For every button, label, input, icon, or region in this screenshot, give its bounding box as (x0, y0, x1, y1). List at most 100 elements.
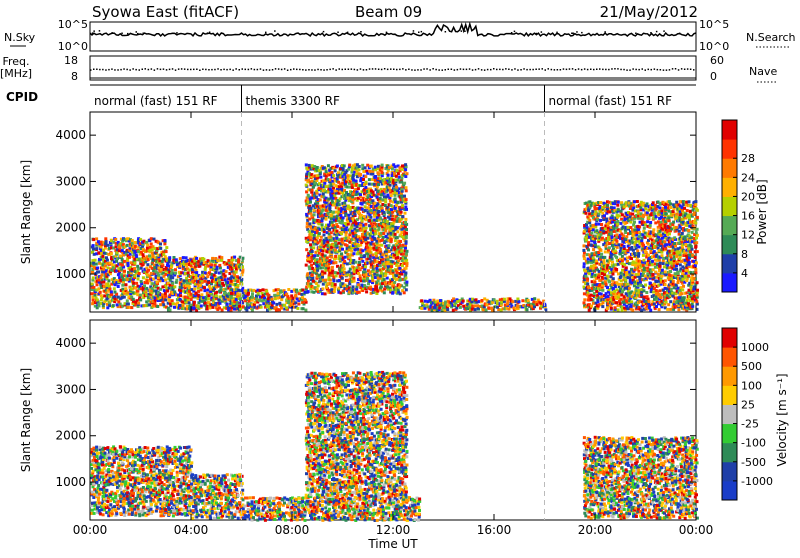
echo-pixel (233, 274, 236, 277)
echo-pixel (335, 274, 338, 277)
nave-point (635, 69, 637, 71)
echo-pixel (436, 300, 439, 303)
echo-pixel (379, 200, 382, 203)
echo-pixel (366, 164, 369, 167)
echo-pixel (348, 194, 351, 197)
nave-point (457, 69, 459, 71)
nsearch-point (604, 31, 606, 33)
echo-pixel (601, 276, 604, 279)
echo-pixel (620, 279, 623, 282)
echo-pixel (503, 298, 506, 301)
echo-pixel (151, 248, 154, 251)
echo-pixel (211, 306, 214, 309)
echo-pixel (365, 290, 368, 293)
echo-pixel (179, 257, 182, 260)
echo-pixel (388, 244, 391, 247)
echo-pixel (637, 255, 640, 258)
freq-tick-top: 18 (64, 54, 78, 67)
echo-pixel (593, 283, 596, 286)
echo-pixel (381, 207, 384, 210)
echo-pixel (324, 279, 327, 282)
echo-pixel (377, 214, 380, 217)
nave-point (181, 68, 183, 70)
echo-pixel (358, 165, 361, 168)
nsearch-point (265, 32, 267, 33)
echo-pixel (444, 301, 447, 304)
echo-pixel (251, 293, 254, 296)
echo-pixel (459, 306, 462, 309)
echo-pixel (164, 295, 167, 298)
echo-pixel (626, 283, 629, 286)
nave-point (360, 68, 362, 70)
echo-pixel (345, 231, 348, 234)
echo-pixel (321, 287, 324, 290)
nave-point (484, 69, 486, 71)
echo-pixel (371, 199, 374, 202)
echo-pixel (616, 204, 619, 207)
nave-point (108, 69, 110, 71)
echo-pixel (625, 235, 628, 238)
echo-pixel (394, 198, 397, 201)
nave-point (660, 69, 662, 71)
echo-pixel (405, 232, 408, 235)
nave-point (302, 69, 304, 71)
nave-point (687, 68, 689, 70)
echo-pixel (357, 283, 360, 286)
echo-pixel (179, 286, 182, 289)
echo-pixel (202, 258, 205, 261)
echo-pixel (125, 283, 128, 286)
echo-pixel (126, 244, 129, 247)
nave-point (626, 69, 628, 71)
echo-pixel (138, 272, 141, 275)
echo-pixel (617, 208, 620, 211)
nave-point (663, 69, 665, 71)
nave-point (202, 69, 204, 71)
echo-pixel (272, 302, 275, 305)
echo-pixel (420, 299, 423, 302)
nsearch-point (360, 31, 362, 33)
echo-pixel (585, 212, 588, 215)
nsky-label: N.Sky (4, 31, 36, 44)
echo-pixel (351, 196, 354, 199)
echo-pixel (168, 260, 171, 263)
nave-point (139, 69, 141, 71)
echo-pixel (377, 183, 380, 186)
echo-pixel (397, 201, 400, 204)
echo-pixel (92, 244, 95, 247)
nave-point (593, 69, 595, 71)
echo-pixel (352, 174, 355, 177)
echo-pixel (487, 306, 490, 309)
echo-pixel (616, 223, 619, 226)
echo-pixel (379, 197, 382, 200)
nave-point (135, 69, 137, 71)
echo-pixel (583, 255, 586, 258)
echo-pixel (139, 294, 142, 297)
echo-pixel (197, 305, 200, 308)
echo-pixel (190, 298, 193, 301)
echo-pixel (148, 254, 151, 257)
echo-pixel (511, 300, 514, 303)
nave-point (645, 69, 647, 71)
echo-pixel (462, 300, 465, 303)
echo-pixel (227, 259, 230, 262)
echo-pixel (346, 197, 349, 200)
echo-pixel (134, 245, 137, 248)
echo-pixel (595, 229, 598, 232)
echo-pixel (356, 248, 359, 251)
echo-pixel (97, 270, 100, 273)
echo-pixel (192, 273, 195, 276)
nave-point (214, 69, 216, 71)
echo-pixel (179, 265, 182, 268)
echo-pixel (361, 233, 364, 236)
echo-pixel (215, 271, 218, 274)
echo-pixel (313, 234, 316, 237)
echo-pixel (452, 309, 455, 312)
echo-pixel (506, 303, 509, 306)
echo-pixel (100, 241, 103, 244)
echo-pixel (311, 180, 314, 183)
echo-pixel (379, 217, 382, 220)
echo-pixel (334, 283, 337, 286)
echo-pixel (603, 214, 606, 217)
echo-pixel (394, 194, 397, 197)
